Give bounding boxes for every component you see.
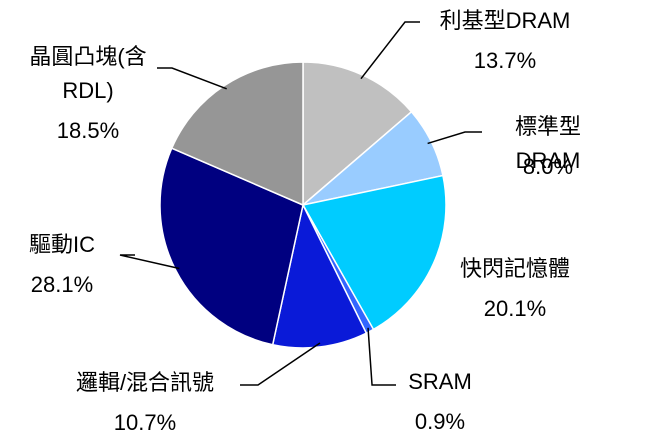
pie-slice (301, 174, 447, 331)
value-label: 8.0% (522, 154, 574, 179)
slice-label: SRAM (408, 369, 472, 394)
leader-line (360, 21, 420, 80)
slice-label: 標準型DRAM (514, 114, 581, 173)
slice-label: 快閃記憶體 (459, 256, 571, 281)
leader-line (240, 342, 321, 386)
slice-label: 晶圓凸塊(含 RDL) (29, 44, 147, 103)
pie-slice (170, 61, 304, 207)
leader-line (119, 254, 180, 270)
pie-slice (271, 202, 368, 349)
value-label: 13.7% (473, 48, 537, 73)
leader-line (367, 327, 396, 386)
value-label: 18.5% (56, 118, 120, 143)
leader-line (157, 67, 227, 90)
value-label: 0.9% (414, 409, 466, 431)
pie-slice (159, 147, 304, 346)
pie-slice (302, 61, 413, 207)
slice-label: 邏輯/混合訊號 (75, 370, 215, 395)
value-label: 10.7% (113, 410, 177, 431)
leader-line (427, 131, 482, 145)
slice-label: 驅動IC (28, 232, 96, 257)
value-label: 20.1% (483, 296, 547, 321)
slice-label: 利基型DRAM (439, 8, 571, 33)
value-label: 28.1% (30, 272, 94, 297)
